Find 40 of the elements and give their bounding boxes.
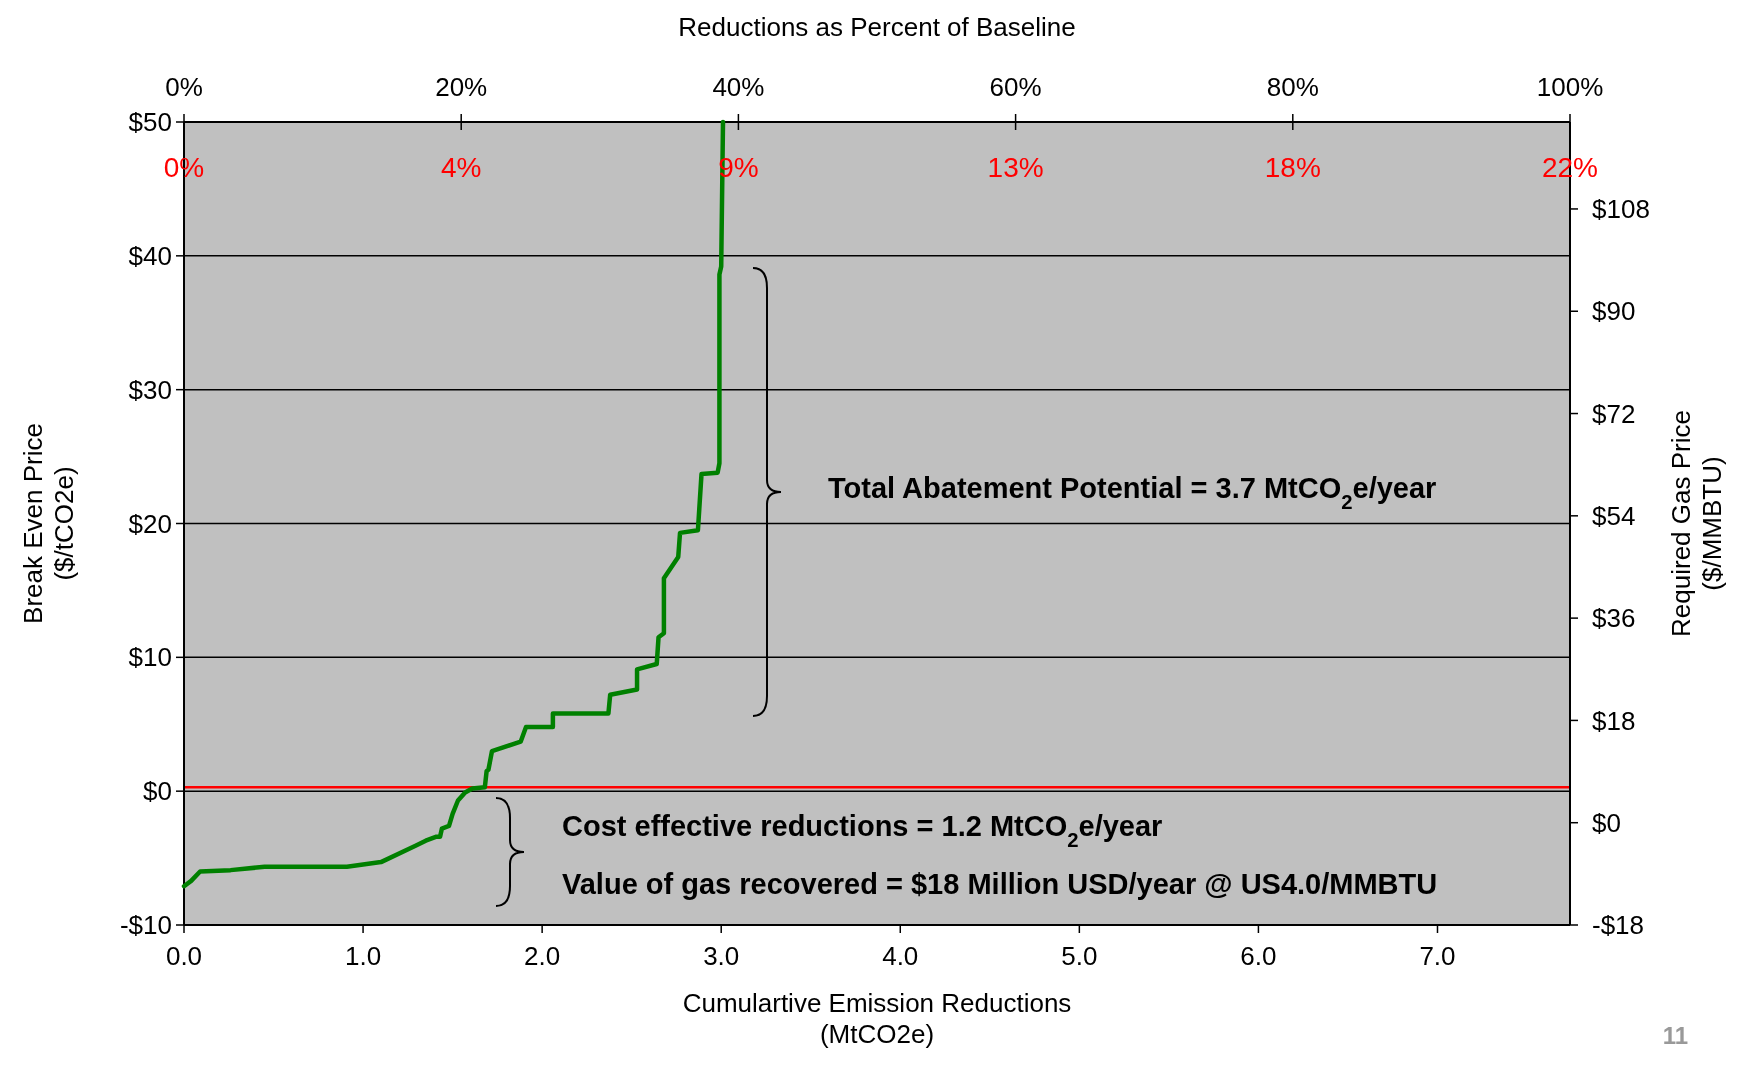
y-tick-label: -$10: [119, 910, 172, 941]
y2-tick-label: $108: [1592, 194, 1650, 225]
y-tick-label: $0: [143, 776, 172, 807]
x-tick-label: 0.0: [165, 941, 203, 971]
y2-tick-label: -$18: [1592, 910, 1645, 941]
y2-tick-label: $90: [1592, 296, 1636, 327]
annotation: 13%: [987, 151, 1044, 183]
annotation: 4%: [440, 151, 482, 183]
x2-tick-label: 80%: [1266, 72, 1319, 102]
text: 11: [1662, 1022, 1688, 1049]
x2-tick-label: 0%: [165, 72, 203, 102]
x-tick-label: 2.0: [524, 941, 561, 971]
y-tick-label: $50: [128, 107, 172, 138]
y-tick-label: $10: [128, 642, 172, 673]
x2-axis-title: Reductions as Percent of Baseline: [678, 12, 1076, 42]
x-tick-label: 1.0: [344, 941, 382, 971]
x-tick-label: 5.0: [1061, 941, 1098, 971]
x2-tick-label: 40%: [712, 72, 765, 102]
annotation: Cost effective reductions = 1.2 MtCO$_{2}$e/year: [562, 810, 1163, 851]
annotation: Value of gas recovered = $18 Million USD/year @ US4.0/MMBTU: [562, 868, 1438, 900]
x-tick-label: 6.0: [1240, 941, 1277, 971]
x2-tick-label: 20%: [435, 72, 488, 102]
x2-tick-label: 100%: [1536, 72, 1604, 102]
y-tick-label: $40: [128, 240, 172, 271]
annotation: 18%: [1264, 151, 1321, 183]
y2-tick-label: $0: [1592, 807, 1621, 838]
annotation: Total Abatement Potential = 3.7 MtCO$_{2}$e/year: [828, 472, 1437, 513]
y-tick-label: $30: [128, 374, 172, 405]
x2-tick-label: 60%: [989, 72, 1042, 102]
y2-tick-label: $36: [1592, 603, 1636, 634]
x-tick-label: 4.0: [882, 941, 919, 971]
y2-tick-label: $54: [1592, 500, 1636, 531]
y2-tick-label: $72: [1592, 398, 1636, 429]
y2-tick-label: $18: [1592, 705, 1636, 736]
y2-axis-title: Required Gas Price ($/MMBTU): [1666, 410, 1728, 637]
x-axis-title: Cumulartive Emission Reductions (MtCO2e): [682, 988, 1072, 1050]
y-axis-title: Break Even Price ($/tCO2e): [18, 423, 80, 624]
x-tick-label: 3.0: [703, 941, 740, 971]
x-tick-label: 7.0: [1419, 941, 1456, 971]
y-tick-label: $20: [128, 508, 172, 539]
